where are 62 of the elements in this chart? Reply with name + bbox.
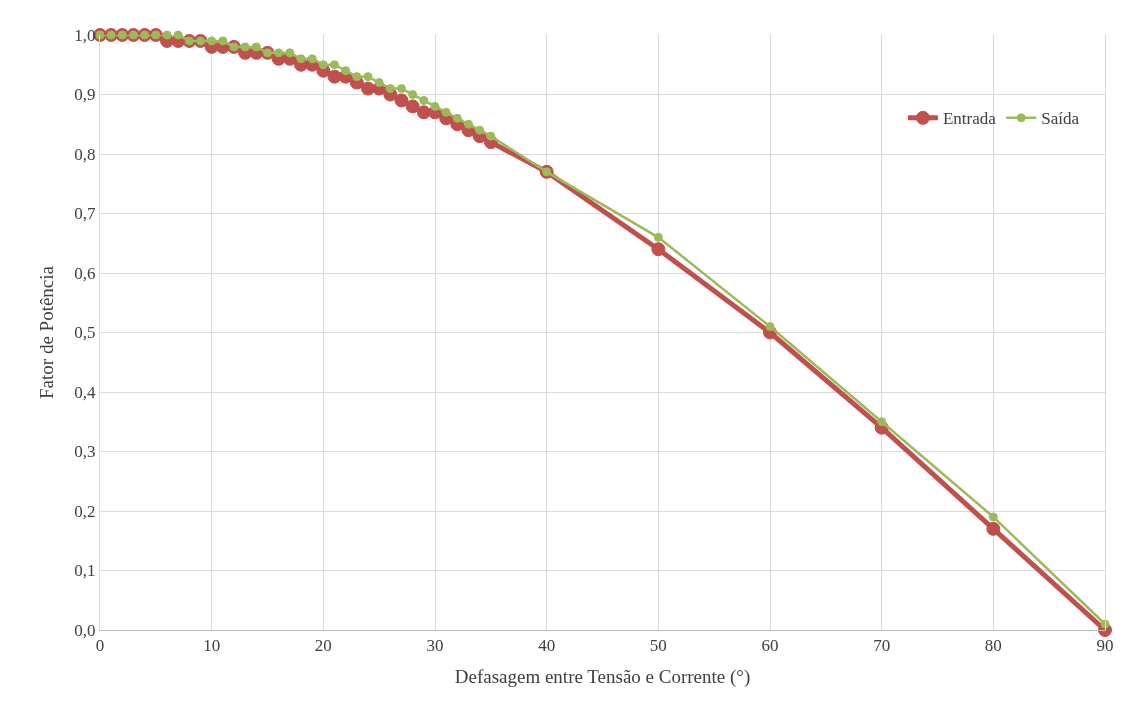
x-tick-label: 0 xyxy=(95,636,105,656)
y-tick-label: 1,0 xyxy=(74,25,96,45)
point xyxy=(877,417,887,427)
y-tick-label: 0,0 xyxy=(74,620,96,640)
point xyxy=(408,90,418,99)
y-tick-label: 0,2 xyxy=(74,501,96,521)
point xyxy=(352,72,362,82)
y-tick-label: 0,5 xyxy=(74,323,96,343)
legend-label: Saída xyxy=(1041,109,1080,129)
point xyxy=(162,30,172,40)
x-tick-label: 40 xyxy=(538,636,556,656)
y-tick-label: 0,6 xyxy=(74,263,96,283)
x-axis-title: Defasagem entre Tensão e Corrente (°) xyxy=(454,666,751,689)
point xyxy=(452,113,462,123)
x-tick-label: 70 xyxy=(873,636,891,656)
x-tick-label: 90 xyxy=(1096,636,1114,656)
point xyxy=(218,36,228,46)
point xyxy=(441,107,451,117)
x-tick-label: 50 xyxy=(649,636,667,656)
point xyxy=(385,84,395,94)
x-tick-label: 30 xyxy=(426,636,444,656)
point xyxy=(318,60,328,70)
y-tick-label: 0,9 xyxy=(74,85,96,105)
point xyxy=(416,105,431,120)
point xyxy=(251,42,261,52)
point xyxy=(274,48,284,58)
point xyxy=(296,54,306,64)
point xyxy=(765,322,775,332)
point xyxy=(988,512,998,522)
legend-label: Entrada xyxy=(942,109,997,129)
point xyxy=(397,84,406,94)
point xyxy=(464,119,473,129)
point xyxy=(486,131,496,141)
point xyxy=(173,30,183,40)
y-tick-label: 0,8 xyxy=(74,144,96,164)
point xyxy=(240,42,250,52)
point xyxy=(986,521,1001,536)
y-axis-title: Fator de Potência xyxy=(36,265,58,399)
point xyxy=(207,36,217,46)
y-tick-label: 0,4 xyxy=(74,382,97,402)
x-tick-label: 20 xyxy=(314,636,332,656)
x-tick-label: 80 xyxy=(984,636,1002,656)
point xyxy=(307,54,317,64)
y-tick-label: 0,1 xyxy=(74,561,96,581)
point xyxy=(285,48,295,58)
point xyxy=(327,69,342,84)
y-tick-label: 0,3 xyxy=(74,442,96,462)
point xyxy=(341,66,351,76)
point xyxy=(330,60,339,70)
y-tick-label: 0,7 xyxy=(74,204,97,224)
point xyxy=(363,72,373,82)
point xyxy=(374,78,384,88)
point xyxy=(405,99,420,114)
point xyxy=(1100,619,1110,629)
x-tick-label: 60 xyxy=(761,636,779,656)
point xyxy=(651,242,666,257)
point xyxy=(430,101,440,111)
point xyxy=(419,95,429,105)
point xyxy=(394,93,409,108)
x-tick-label: 10 xyxy=(203,636,221,656)
point xyxy=(475,125,485,135)
point xyxy=(653,232,663,242)
